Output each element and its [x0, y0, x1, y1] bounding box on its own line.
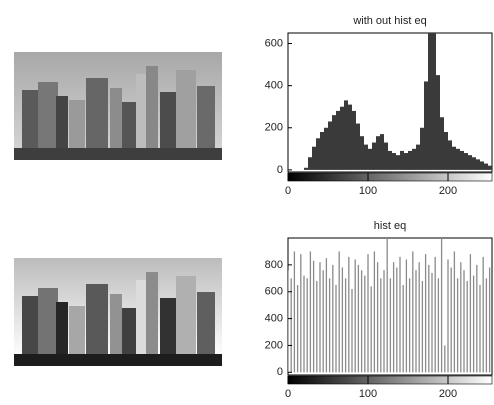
- bar: [376, 136, 380, 170]
- bar: [440, 117, 444, 170]
- bar: [316, 138, 320, 170]
- bar: [328, 121, 332, 170]
- bar: [396, 155, 400, 170]
- x-tick-label: 100: [359, 388, 377, 400]
- bar: [320, 131, 324, 170]
- bar: [464, 153, 468, 170]
- y-tick-label: 800: [265, 259, 283, 271]
- bar: [488, 165, 492, 170]
- bar: [460, 150, 464, 170]
- bar: [420, 127, 424, 170]
- bar: [372, 142, 376, 170]
- x-tick-label: 0: [285, 388, 291, 400]
- bar: [468, 155, 472, 170]
- colorbar: [287, 172, 493, 182]
- bar: [400, 150, 404, 170]
- chart-title: hist eq: [374, 220, 406, 232]
- bar: [484, 163, 488, 170]
- bar: [424, 81, 428, 170]
- bar: [340, 106, 344, 170]
- bar: [432, 33, 436, 170]
- bar: [480, 161, 484, 170]
- bar: [308, 157, 312, 170]
- bar: [404, 153, 408, 170]
- original-image: [14, 52, 222, 160]
- bar: [408, 150, 412, 170]
- bar: [444, 131, 448, 170]
- chart-title: with out hist eq: [352, 15, 426, 27]
- bar: [412, 148, 416, 170]
- y-tick-label: 200: [265, 339, 283, 351]
- equalized-image: [14, 258, 222, 366]
- bar: [476, 159, 480, 170]
- bar: [364, 144, 368, 170]
- bar: [472, 157, 476, 170]
- y-tick-label: 600: [265, 37, 283, 49]
- colorbar: [287, 375, 493, 385]
- bar: [380, 134, 384, 170]
- bar: [324, 127, 328, 170]
- x-tick-label: 200: [439, 388, 457, 400]
- y-tick-label: 400: [265, 312, 283, 324]
- bar: [352, 110, 356, 170]
- bar: [332, 115, 336, 170]
- bar: [436, 75, 440, 170]
- bar: [344, 100, 348, 170]
- bar: [384, 142, 388, 170]
- x-tick-label: 100: [359, 185, 377, 197]
- bar: [392, 153, 396, 170]
- bar: [312, 146, 316, 170]
- marks: [288, 238, 491, 373]
- y-tick-label: 0: [277, 366, 283, 378]
- bar: [336, 110, 340, 170]
- bar: [368, 148, 372, 170]
- bar: [416, 144, 420, 170]
- marks: [304, 33, 492, 170]
- bar: [348, 104, 352, 170]
- y-tick-label: 600: [265, 286, 283, 298]
- bar: [452, 146, 456, 170]
- bar: [356, 123, 360, 170]
- bar: [304, 167, 308, 170]
- bar: [360, 136, 364, 170]
- x-tick-label: 200: [439, 185, 457, 197]
- y-tick-label: 200: [265, 122, 283, 134]
- x-tick-label: 0: [285, 185, 291, 197]
- bar: [388, 150, 392, 170]
- bar: [456, 148, 460, 170]
- y-tick-label: 400: [265, 80, 283, 92]
- y-tick-label: 0: [277, 164, 283, 176]
- bar: [428, 33, 432, 170]
- bar: [448, 140, 452, 170]
